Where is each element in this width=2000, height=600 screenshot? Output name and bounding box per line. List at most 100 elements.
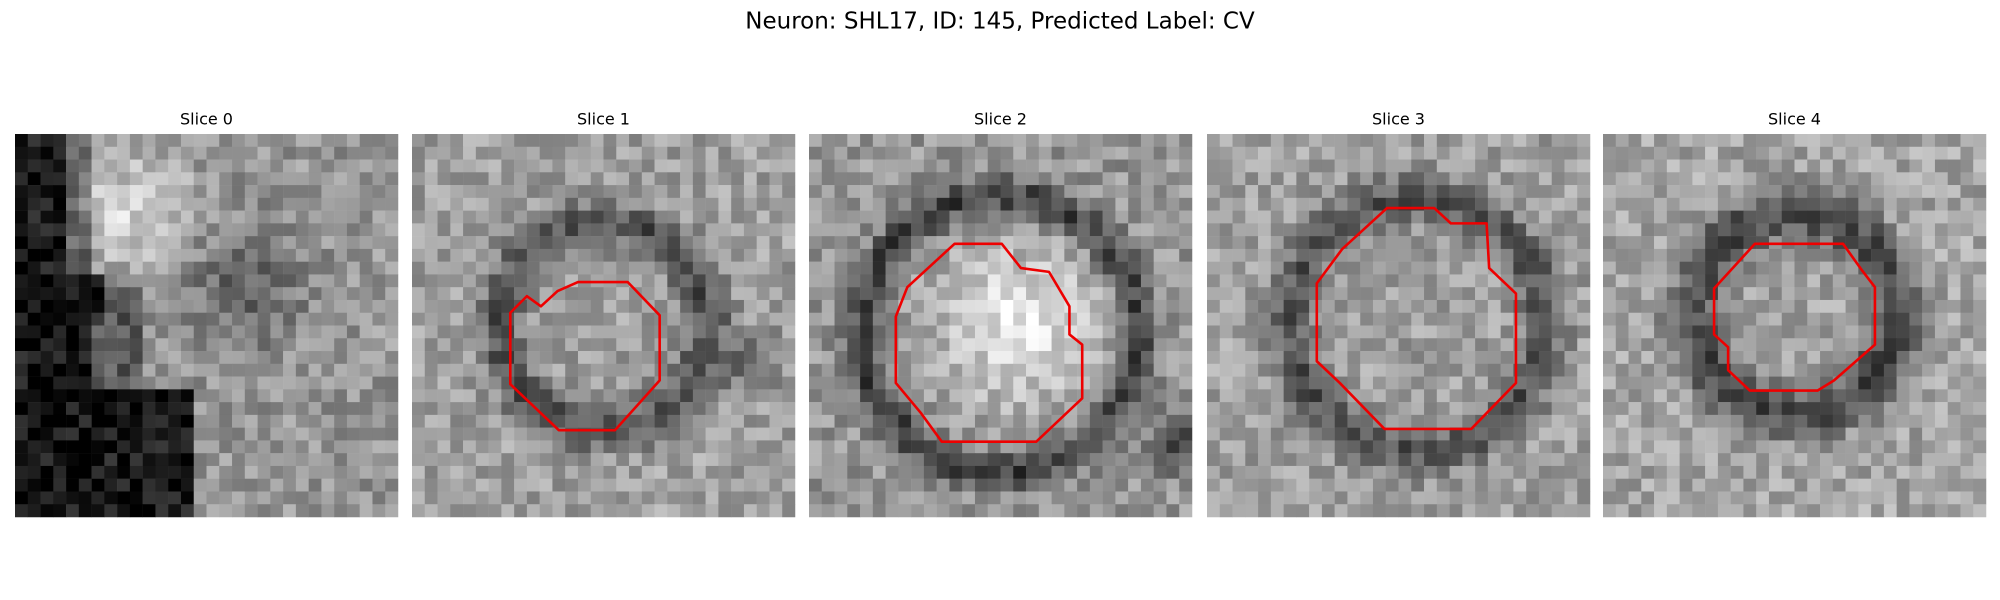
pixel [1717, 389, 1731, 403]
pixel [1449, 248, 1463, 262]
pixel [1538, 376, 1552, 390]
pixel [1179, 197, 1193, 211]
pixel [1538, 389, 1552, 403]
pixel [168, 389, 182, 403]
pixel [1871, 197, 1885, 211]
pixel [1398, 376, 1412, 390]
pixel [629, 453, 643, 467]
pixel [1922, 491, 1936, 505]
pixel [885, 440, 899, 454]
pixel [1115, 261, 1129, 275]
pixel [321, 312, 335, 326]
pixel [53, 478, 67, 492]
pixel [1666, 134, 1680, 148]
pixel [847, 453, 861, 467]
pixel [1743, 414, 1757, 428]
pixel [1283, 299, 1297, 313]
pixel [437, 312, 451, 326]
pixel [1820, 159, 1834, 173]
pixel [450, 185, 464, 199]
pixel [1679, 351, 1693, 365]
pixel [565, 376, 579, 390]
pixel [1551, 504, 1565, 518]
pixel [987, 210, 1001, 224]
pixel [1603, 312, 1617, 326]
pixel [1385, 261, 1399, 275]
pixel [1768, 389, 1782, 403]
pixel [1334, 223, 1348, 237]
pixel [1487, 287, 1501, 301]
pixel [1424, 146, 1438, 160]
pixel [66, 504, 80, 518]
pixel [501, 274, 515, 288]
pixel [308, 389, 322, 403]
pixel [1153, 414, 1167, 428]
pixel [372, 453, 386, 467]
pixel [809, 491, 823, 505]
pixel [667, 478, 681, 492]
pixel [680, 210, 694, 224]
pixel [552, 491, 566, 505]
pixel [923, 312, 937, 326]
pixel [1896, 325, 1910, 339]
pixel [1411, 325, 1425, 339]
pixel [1641, 453, 1655, 467]
pixel [412, 465, 426, 479]
pixel [1462, 312, 1476, 326]
pixel [1845, 287, 1859, 301]
pixel [1449, 159, 1463, 173]
pixel [654, 376, 668, 390]
pixel [129, 402, 143, 416]
pixel [40, 338, 54, 352]
pixel [372, 197, 386, 211]
pixel [616, 453, 630, 467]
pixel [359, 261, 373, 275]
pixel [1922, 478, 1936, 492]
pixel [1654, 351, 1668, 365]
pixel [705, 248, 719, 262]
pixel [731, 134, 745, 148]
pixel [911, 376, 925, 390]
pixel [488, 465, 502, 479]
pixel [885, 210, 899, 224]
pixel [53, 465, 67, 479]
pixel [860, 414, 874, 428]
pixel [1372, 414, 1386, 428]
pixel [1347, 210, 1361, 224]
pixel [437, 274, 451, 288]
pixel [1871, 325, 1885, 339]
pixel [1526, 376, 1540, 390]
pixel [1179, 491, 1193, 505]
pixel [743, 146, 757, 160]
pixel [1807, 389, 1821, 403]
pixel [1245, 491, 1259, 505]
pixel [514, 491, 528, 505]
pixel [1743, 338, 1757, 352]
pixel [437, 159, 451, 173]
pixel [53, 389, 67, 403]
pixel [1334, 440, 1348, 454]
pixel [1500, 134, 1514, 148]
pixel [1309, 274, 1323, 288]
pixel [475, 287, 489, 301]
pixel [923, 402, 937, 416]
pixel [590, 146, 604, 160]
pixel [1296, 465, 1310, 479]
pixel [577, 351, 591, 365]
pixel [539, 210, 553, 224]
pixel [424, 363, 438, 377]
pixel [117, 351, 131, 365]
pixel [1000, 504, 1014, 518]
pixel [1128, 325, 1142, 339]
pixel [450, 197, 464, 211]
pixel [898, 210, 912, 224]
pixel [1603, 274, 1617, 288]
image [412, 134, 796, 518]
pixel [1038, 197, 1052, 211]
pixel [78, 351, 92, 365]
pixel [1166, 414, 1180, 428]
pixel [974, 287, 988, 301]
pixel [270, 159, 284, 173]
pixel [680, 223, 694, 237]
pixel [1258, 338, 1272, 352]
